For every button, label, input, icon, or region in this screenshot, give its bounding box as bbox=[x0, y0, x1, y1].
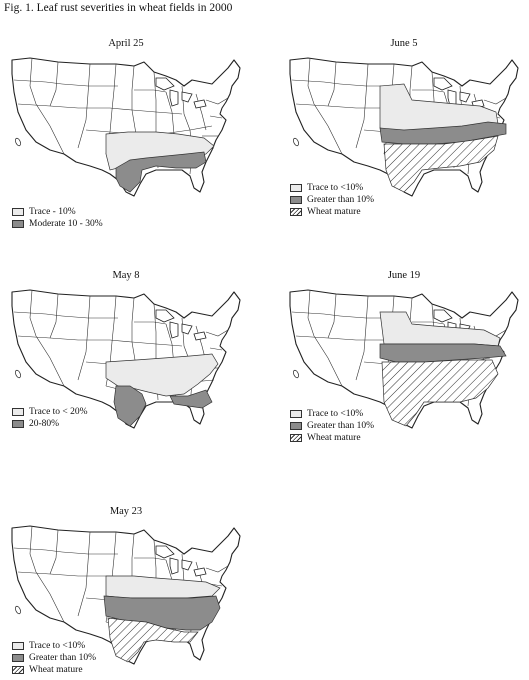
swatch-moderate bbox=[12, 220, 24, 228]
legend-label: Wheat mature bbox=[307, 433, 361, 443]
legend-item-moderate: 20-80% bbox=[12, 418, 88, 430]
legend-label: 20-80% bbox=[29, 419, 60, 429]
legend-label: Greater than 10% bbox=[307, 421, 374, 431]
mature-region bbox=[383, 135, 499, 193]
legend-label: Greater than 10% bbox=[307, 195, 374, 205]
legend-label: Moderate 10 - 30% bbox=[29, 219, 103, 229]
panel-title: June 5 bbox=[390, 38, 418, 49]
legend-item-mature: Wheat mature bbox=[290, 432, 374, 444]
swatch-trace bbox=[290, 184, 302, 192]
panel-title: April 25 bbox=[108, 38, 144, 49]
legend-label: Trace - 10% bbox=[29, 207, 76, 217]
legend-label: Trace to <10% bbox=[307, 183, 364, 193]
swatch-mature bbox=[290, 434, 302, 442]
swatch-moderate bbox=[12, 654, 24, 662]
figure-title: Fig. 1. Leaf rust severities in wheat fi… bbox=[4, 2, 233, 14]
us-map bbox=[289, 57, 519, 197]
legend-item-moderate: Greater than 10% bbox=[12, 652, 96, 664]
legend-item-trace: Trace to <10% bbox=[290, 408, 374, 420]
legend-label: Wheat mature bbox=[307, 207, 361, 217]
legend-label: Trace to <10% bbox=[29, 641, 86, 651]
moderate-region bbox=[115, 151, 207, 193]
panel-title: May 8 bbox=[112, 270, 140, 281]
legend-label: Trace to < 20% bbox=[29, 407, 88, 417]
panel-title: May 23 bbox=[109, 506, 143, 517]
us-map bbox=[11, 57, 241, 197]
mature-region bbox=[381, 359, 499, 427]
swatch-mature bbox=[12, 666, 24, 674]
swatch-mature bbox=[290, 208, 302, 216]
swatch-trace bbox=[12, 408, 24, 416]
us-map bbox=[11, 289, 241, 429]
legend-item-mature: Wheat mature bbox=[290, 206, 374, 218]
us-map bbox=[289, 289, 519, 429]
legend-item-moderate: Moderate 10 - 30% bbox=[12, 218, 103, 230]
legend-item-moderate: Greater than 10% bbox=[290, 420, 374, 432]
moderate-region bbox=[379, 343, 507, 363]
legend-label: Trace to <10% bbox=[307, 409, 364, 419]
swatch-moderate bbox=[12, 420, 24, 428]
moderate-region bbox=[113, 385, 213, 427]
legend-item-mature: Wheat mature bbox=[12, 664, 96, 676]
swatch-trace bbox=[290, 410, 302, 418]
legend-item-moderate: Greater than 10% bbox=[290, 194, 374, 206]
swatch-trace bbox=[12, 642, 24, 650]
legend-label: Wheat mature bbox=[29, 665, 83, 675]
us-map bbox=[11, 525, 241, 665]
legend-item-trace: Trace to <10% bbox=[290, 182, 374, 194]
mature-region bbox=[107, 617, 199, 663]
legend-item-trace: Trace to < 20% bbox=[12, 406, 88, 418]
panel-title: June 19 bbox=[387, 270, 421, 281]
legend-item-trace: Trace to <10% bbox=[12, 640, 96, 652]
swatch-trace bbox=[12, 208, 24, 216]
swatch-moderate bbox=[290, 422, 302, 430]
swatch-moderate bbox=[290, 196, 302, 204]
legend-item-trace: Trace - 10% bbox=[12, 206, 103, 218]
legend-label: Greater than 10% bbox=[29, 653, 96, 663]
